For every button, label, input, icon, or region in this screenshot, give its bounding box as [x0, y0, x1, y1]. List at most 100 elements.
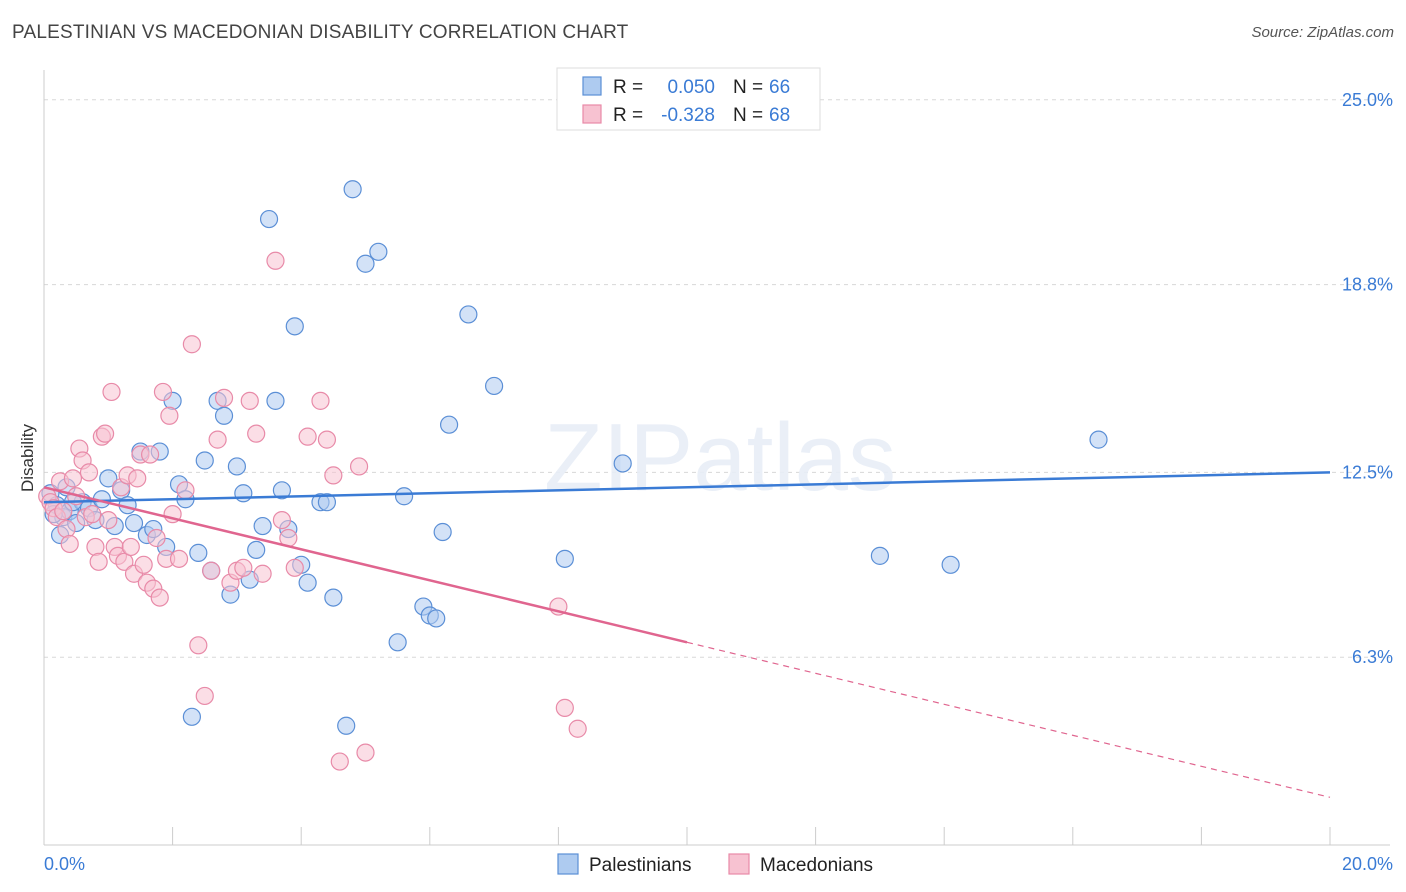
- macedonian-point: [568, 719, 587, 738]
- macedonian-point: [311, 391, 330, 410]
- palestinian-point: [459, 305, 478, 324]
- macedonians-legend-swatch: [728, 853, 750, 875]
- palestinian-point: [555, 549, 574, 568]
- macedonian-point: [555, 698, 574, 717]
- macedonian-point: [99, 510, 118, 530]
- palestinian-point: [317, 493, 337, 512]
- macedonian-point: [202, 561, 221, 580]
- watermark: ZIPatlas: [544, 404, 896, 511]
- legend-label: Palestinians: [589, 855, 691, 876]
- macedonian-point: [189, 636, 208, 655]
- macedonian-point: [60, 534, 79, 554]
- macedonian-point: [182, 335, 201, 354]
- palestinian-point: [266, 391, 285, 410]
- palestinian-point: [234, 484, 253, 503]
- macedonian-point: [285, 558, 304, 577]
- palestinian-point: [298, 573, 317, 592]
- macedonian-point: [102, 382, 121, 402]
- palestinian-point: [356, 254, 375, 273]
- chart-title: PALESTINIAN VS MACEDONIAN DISABILITY COR…: [12, 22, 629, 43]
- macedonian-point: [176, 481, 195, 500]
- macedonian-point: [169, 549, 189, 568]
- tick-labels: 6.3% 12.5% 18.8% 25.0% 0.0% 20.0% Disability: [18, 90, 1393, 874]
- macedonian-point: [121, 537, 140, 557]
- x-tick-label: 0.0%: [44, 854, 85, 874]
- n-value: 68: [769, 105, 790, 126]
- macedonians-trend-line: [43, 486, 688, 644]
- r-value: -0.328: [661, 105, 715, 126]
- palestinian-point: [272, 481, 292, 500]
- macedonian-point: [79, 463, 99, 482]
- bottom-legend: Palestinians Macedonians: [557, 853, 873, 876]
- palestinian-point: [247, 540, 266, 560]
- palestinian-point: [285, 317, 304, 336]
- n-value: 66: [769, 77, 790, 98]
- legend-label: Macedonians: [760, 855, 873, 876]
- macedonians-trend-extension: [686, 641, 1331, 798]
- x-tick-label: 20.0%: [1342, 854, 1393, 874]
- macedonian-point: [272, 510, 292, 530]
- palestinian-point: [214, 406, 234, 425]
- y-axis-label: Disability: [18, 423, 37, 492]
- macedonian-point: [128, 469, 147, 488]
- palestinian-point: [189, 543, 208, 562]
- palestinian-point: [369, 242, 388, 261]
- palestinian-point: [343, 180, 362, 199]
- r-label: R =: [613, 77, 643, 98]
- macedonian-point: [356, 743, 375, 762]
- palestinian-point: [99, 469, 118, 488]
- palestinian-point: [124, 513, 144, 533]
- macedonian-point: [95, 424, 115, 443]
- palestinian-point: [388, 633, 407, 652]
- macedonian-point: [317, 430, 337, 449]
- palestinian-point: [485, 376, 504, 396]
- palestinian-point: [1089, 430, 1108, 449]
- palestinian-point: [227, 457, 246, 476]
- macedonian-point: [324, 466, 343, 485]
- palestinians-swatch: [582, 76, 602, 96]
- macedonian-point: [89, 552, 108, 571]
- macedonian-point: [234, 558, 253, 577]
- palestinian-point: [195, 451, 214, 470]
- palestinian-point: [182, 707, 201, 726]
- macedonian-point: [57, 519, 76, 539]
- palestinian-point: [870, 546, 890, 565]
- macedonian-point: [266, 251, 285, 270]
- y-tick-label: 18.8%: [1342, 275, 1393, 295]
- palestinian-point: [394, 487, 414, 506]
- grid-lines: [44, 99, 1390, 658]
- palestinian-point: [324, 588, 343, 607]
- n-label: N =: [733, 77, 763, 98]
- r-value: 0.050: [667, 77, 715, 98]
- trend-lines: [43, 471, 1331, 798]
- macedonian-point: [195, 686, 214, 706]
- macedonian-point: [134, 555, 153, 574]
- macedonian-point: [160, 406, 179, 425]
- y-tick-label: 25.0%: [1342, 90, 1393, 110]
- y-tick-label: 6.3%: [1352, 647, 1393, 667]
- palestinian-point: [427, 609, 446, 628]
- macedonian-point: [153, 382, 173, 402]
- palestinian-point: [941, 555, 960, 574]
- stats-legend: R = 0.050 N = 66 R = -0.328 N = 68: [556, 67, 821, 131]
- palestinian-point: [433, 522, 452, 542]
- y-tick-label: 12.5%: [1342, 462, 1393, 482]
- macedonian-point: [83, 505, 102, 524]
- macedonian-point: [63, 469, 83, 488]
- macedonian-point: [140, 445, 160, 464]
- macedonian-point: [298, 427, 317, 446]
- macedonian-point: [54, 502, 73, 521]
- macedonian-point: [147, 528, 166, 548]
- axes: [43, 70, 1390, 846]
- macedonian-point: [214, 388, 234, 407]
- macedonian-point: [86, 537, 105, 557]
- palestinian-point: [613, 454, 632, 473]
- palestinian-point: [337, 716, 356, 735]
- palestinian-point: [259, 209, 279, 229]
- palestinians-trend-line: [43, 471, 1331, 504]
- r-label: R =: [613, 105, 643, 126]
- macedonian-point: [208, 430, 227, 449]
- macedonian-point: [349, 457, 369, 476]
- n-label: N =: [733, 105, 763, 126]
